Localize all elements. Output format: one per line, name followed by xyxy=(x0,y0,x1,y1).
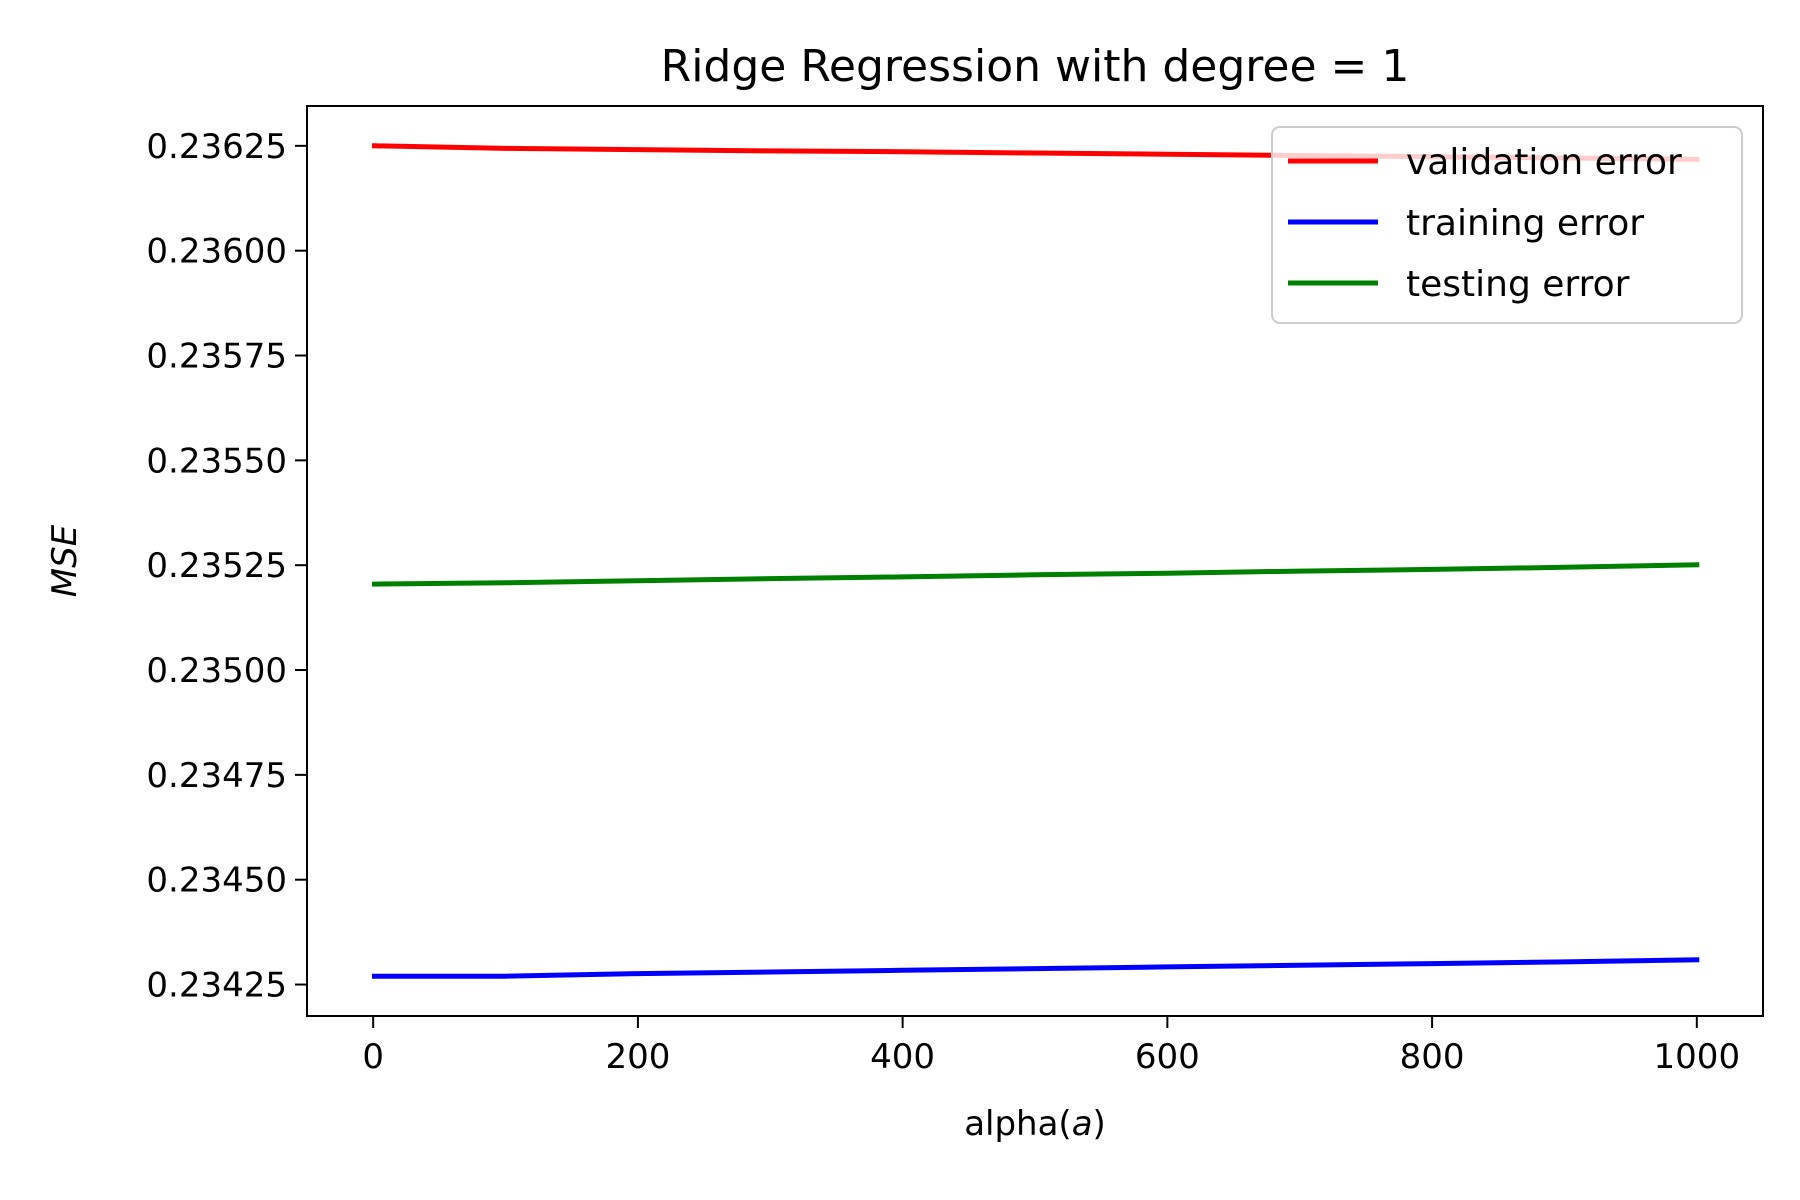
y-tick-label: 0.23525 xyxy=(146,546,287,586)
y-tick-label: 0.23625 xyxy=(146,127,287,167)
plot-frame xyxy=(306,105,1764,1017)
y-tick-label: 0.23475 xyxy=(146,756,287,796)
x-axis-label-variable: a xyxy=(1072,1104,1093,1144)
legend-label: testing error xyxy=(1406,264,1630,305)
chart-title: Ridge Regression with degree = 1 xyxy=(661,41,1410,92)
y-axis: 0.23425 0.23450 0.23475 0.23500 0.23525 0.235… xyxy=(146,127,307,1006)
legend-label: training error xyxy=(1406,203,1644,244)
y-tick-label: 0.23425 xyxy=(146,966,287,1006)
x-tick-label: 600 xyxy=(1135,1037,1200,1077)
y-tick-label: 0.23575 xyxy=(146,337,287,377)
series-line-2 xyxy=(371,562,1700,587)
y-tick-label: 0.23550 xyxy=(146,441,287,481)
x-tick-label: 800 xyxy=(1400,1037,1465,1077)
legend-box xyxy=(1271,126,1743,324)
x-tick-label: 200 xyxy=(605,1037,670,1077)
series-line-1 xyxy=(372,957,1700,979)
legend-label: validation error xyxy=(1406,142,1682,183)
x-axis-label: alpha(a) xyxy=(964,1104,1106,1144)
y-axis-label: MSE xyxy=(45,524,85,597)
y-tick-label: 0.23600 xyxy=(146,232,287,272)
x-tick-label: 0 xyxy=(362,1037,384,1077)
x-axis-label-suffix: ) xyxy=(1093,1104,1106,1144)
x-tick-label: 1000 xyxy=(1654,1037,1741,1077)
y-tick-label: 0.23500 xyxy=(146,651,287,691)
x-axis: 0 200 400 600 800 1000 xyxy=(362,1016,1740,1077)
legend: validation error training error testing er… xyxy=(1271,126,1743,324)
x-tick-label: 400 xyxy=(870,1037,935,1077)
y-tick-label: 0.23450 xyxy=(146,861,287,901)
x-axis-label-prefix: alpha( xyxy=(964,1104,1072,1144)
